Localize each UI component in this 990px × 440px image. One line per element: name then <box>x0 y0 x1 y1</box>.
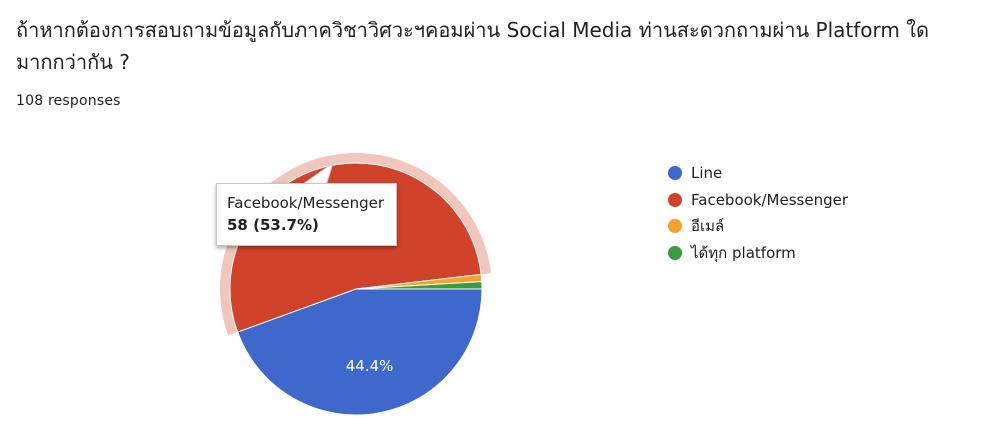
tooltip-value: 58 (53.7%) <box>227 216 319 234</box>
legend-item-all-platforms[interactable]: ได้ทุก platform <box>668 240 848 267</box>
slice-label-line: 44.4% <box>346 357 394 375</box>
pie-slice-line[interactable] <box>236 288 483 416</box>
response-count: 108 responses <box>16 93 121 109</box>
legend-swatch-all-platforms <box>668 245 682 260</box>
legend-label-facebook: Facebook/Messenger <box>691 190 848 209</box>
pie-slice-labels: 44.4% <box>346 357 394 375</box>
chart-tooltip: Facebook/Messenger 58 (53.7%) <box>216 183 397 246</box>
pie-slice-all-platforms[interactable] <box>355 281 483 290</box>
legend-item-email[interactable]: อีเมล์ <box>668 213 848 240</box>
legend-label-all-platforms: ได้ทุก platform <box>691 243 796 262</box>
legend-item-line[interactable]: Line <box>668 160 848 187</box>
legend-swatch-line <box>668 166 682 181</box>
legend-swatch-facebook <box>668 192 682 207</box>
question-title: ถ้าหากต้องการสอบถามข้อมูลกับภาควิชาวิศวะ… <box>16 18 929 74</box>
tooltip-label: Facebook/Messenger <box>227 194 384 212</box>
legend-label-email: อีเมล์ <box>691 217 725 236</box>
legend-label-line: Line <box>691 164 723 183</box>
chart-legend: Line Facebook/Messenger อีเมล์ ได้ทุก pl… <box>668 160 848 266</box>
legend-item-facebook[interactable]: Facebook/Messenger <box>668 187 848 214</box>
legend-swatch-email <box>668 219 682 234</box>
